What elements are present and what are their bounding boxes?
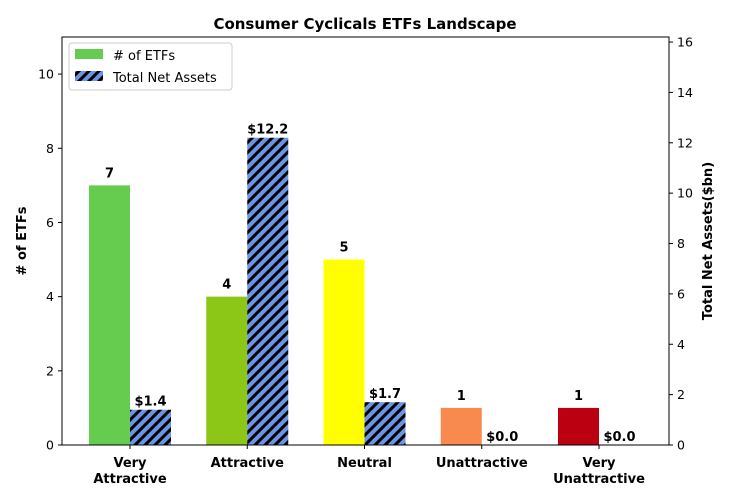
legend-label-etfs: # of ETFs <box>113 49 175 64</box>
right-axis-tick-label: 12 <box>677 135 693 150</box>
right-axis-tick-label: 4 <box>677 337 685 352</box>
left-axis-label: # of ETFs <box>15 206 30 275</box>
left-axis-tick-label: 4 <box>46 289 54 304</box>
x-tick-label: Very <box>582 456 616 471</box>
data-label-etf-count: 7 <box>105 166 114 181</box>
chart-marks: 7$1.4VeryAttractive4$12.2Attractive5$1.7… <box>38 35 693 487</box>
bar-etf-count <box>323 259 365 445</box>
bar-etf-count <box>206 296 248 445</box>
data-label-net-assets: $1.7 <box>369 387 401 402</box>
bar-etf-count <box>440 407 482 445</box>
data-label-net-assets: $0.0 <box>486 430 518 445</box>
data-label-etf-count: 4 <box>222 278 231 293</box>
chart-title: Consumer Cyclicals ETFs Landscape <box>213 15 516 33</box>
x-tick-label: Very <box>113 456 147 471</box>
legend-swatch-etfs <box>75 49 103 59</box>
plot-frame <box>61 36 670 446</box>
x-tick-label: Unattractive <box>553 472 645 487</box>
bar-net-assets <box>364 402 406 445</box>
legend-frame <box>68 42 233 91</box>
bar-etf-count <box>558 407 599 445</box>
left-axis-tick-label: 10 <box>38 67 54 82</box>
right-axis-tick-label: 0 <box>677 438 685 453</box>
x-tick-label: Neutral <box>337 456 392 471</box>
data-label-net-assets: $12.2 <box>247 123 288 138</box>
data-label-etf-count: 1 <box>457 389 466 404</box>
data-label-net-assets: $0.0 <box>603 430 635 445</box>
right-axis-tick-label: 16 <box>677 35 693 50</box>
right-axis-tick-label: 8 <box>677 236 685 251</box>
legend-swatch-assets <box>75 71 103 81</box>
legend: # of ETFs Total Net Assets <box>68 42 233 91</box>
left-axis-tick-label: 2 <box>46 363 54 378</box>
left-axis-tick-label: 8 <box>46 141 54 156</box>
x-tick-label: Unattractive <box>436 456 528 471</box>
right-axis-tick-label: 6 <box>677 286 685 301</box>
right-axis-tick-label: 14 <box>677 85 693 100</box>
x-tick-label: Attractive <box>211 456 285 471</box>
right-axis-label: Total Net Assets($bn) <box>701 162 716 320</box>
legend-label-assets: Total Net Assets <box>112 71 217 86</box>
left-axis-tick-label: 0 <box>46 438 54 453</box>
bar-net-assets <box>247 137 289 446</box>
x-tick-label: Attractive <box>93 472 167 487</box>
left-axis-tick-label: 6 <box>46 215 54 230</box>
data-label-etf-count: 5 <box>339 241 348 256</box>
bar-etf-count <box>89 185 130 445</box>
bar-net-assets <box>130 409 171 445</box>
right-axis-tick-label: 2 <box>677 387 685 402</box>
right-axis-tick-label: 10 <box>677 186 693 201</box>
data-label-etf-count: 1 <box>574 389 583 404</box>
data-label-net-assets: $1.4 <box>134 395 166 410</box>
